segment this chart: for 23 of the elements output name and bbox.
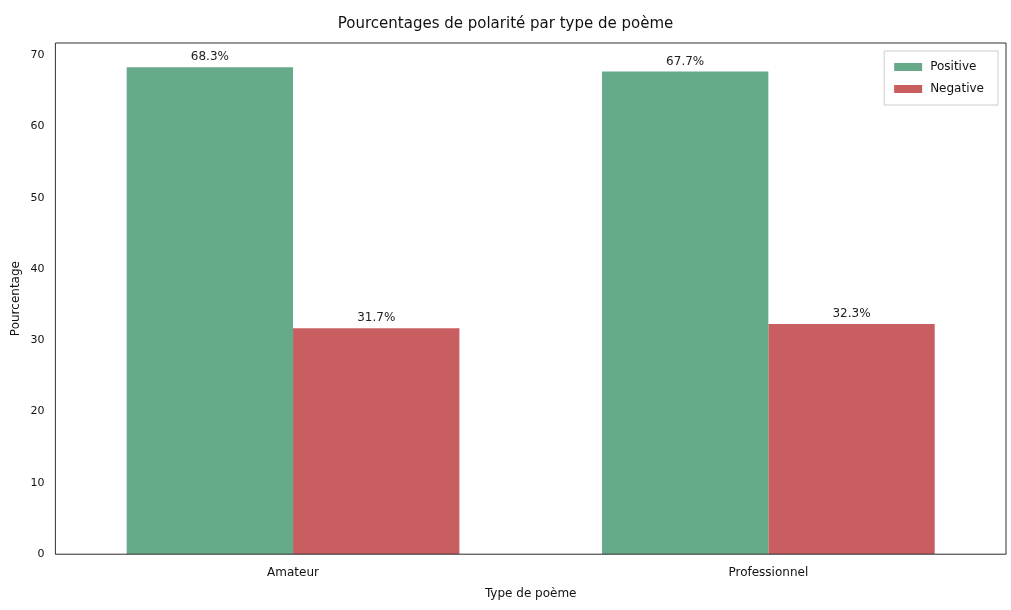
y-tick-label: 60: [30, 119, 45, 133]
y-tick-label: 70: [30, 47, 45, 61]
y-tick-label: 40: [30, 261, 45, 275]
y-axis-title: Pourcentage: [8, 261, 23, 337]
legend-label: Negative: [930, 81, 985, 96]
y-tick-label: 10: [30, 475, 45, 489]
legend-label: Positive: [930, 59, 977, 74]
y-tick-label: 0: [37, 547, 45, 561]
y-tick-label: 30: [30, 333, 45, 347]
y-tick-label: 20: [30, 404, 45, 418]
data-label: 31.7%: [357, 310, 396, 325]
bar: [601, 71, 769, 555]
bar: [293, 328, 460, 555]
bar: [768, 323, 935, 555]
data-label: 67.7%: [666, 53, 705, 68]
bar: [126, 67, 294, 555]
x-axis-title: Type de poème: [483, 585, 577, 600]
data-label: 32.3%: [832, 306, 871, 321]
data-label: 68.3%: [190, 49, 229, 64]
y-tick-label: 50: [30, 190, 45, 204]
x-tick-label: Professionnel: [728, 564, 809, 579]
x-tick-label: Amateur: [267, 564, 320, 579]
chart-title: Pourcentages de polarité par type de poème: [337, 13, 674, 32]
